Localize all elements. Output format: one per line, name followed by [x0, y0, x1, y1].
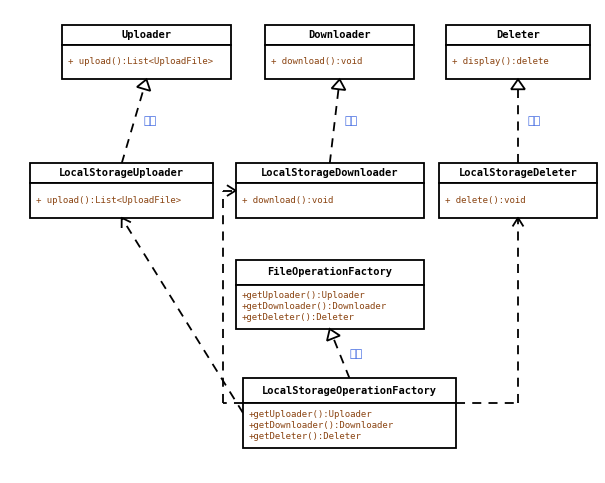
Text: +getDownloader():Downloader: +getDownloader():Downloader — [241, 302, 387, 312]
Text: +getDeleter():Deleter: +getDeleter():Deleter — [249, 432, 362, 441]
Text: + download():void: + download():void — [271, 57, 362, 67]
Polygon shape — [332, 79, 345, 90]
Bar — [30, 163, 214, 183]
Text: 实现: 实现 — [345, 116, 358, 127]
Bar — [235, 183, 424, 218]
Bar — [235, 260, 424, 284]
Text: + display():delete: + display():delete — [452, 57, 549, 67]
Polygon shape — [327, 329, 340, 341]
Text: + download():void: + download():void — [241, 196, 333, 205]
Text: LocalStorageUploader: LocalStorageUploader — [59, 168, 184, 178]
Bar — [446, 44, 590, 79]
Text: LocalStorageDownloader: LocalStorageDownloader — [261, 168, 399, 178]
Bar — [62, 25, 231, 44]
Text: + delete():void: + delete():void — [445, 196, 525, 205]
Bar — [266, 44, 414, 79]
Bar — [235, 163, 424, 183]
Polygon shape — [511, 79, 525, 89]
Text: +getUploader():Uploader: +getUploader():Uploader — [249, 410, 373, 419]
Text: + upload():List<UploadFile>: + upload():List<UploadFile> — [36, 196, 181, 205]
Text: +getDeleter():Deleter: +getDeleter():Deleter — [241, 313, 355, 323]
Text: +getDownloader():Downloader: +getDownloader():Downloader — [249, 421, 394, 430]
Text: 实现: 实现 — [528, 116, 541, 127]
Bar — [243, 378, 456, 403]
Text: +getUploader():Uploader: +getUploader():Uploader — [241, 291, 365, 300]
Text: LocalStorageDeleter: LocalStorageDeleter — [459, 168, 577, 178]
Bar — [243, 403, 456, 448]
Text: Downloader: Downloader — [309, 30, 371, 40]
Bar — [235, 284, 424, 329]
Bar — [439, 183, 597, 218]
Text: + upload():List<UploadFile>: + upload():List<UploadFile> — [68, 57, 214, 67]
Text: 实现: 实现 — [350, 349, 363, 359]
Text: Uploader: Uploader — [122, 30, 171, 40]
Polygon shape — [137, 79, 150, 91]
Bar — [62, 44, 231, 79]
Text: 实现: 实现 — [144, 116, 157, 127]
Bar — [439, 163, 597, 183]
Text: LocalStorageOperationFactory: LocalStorageOperationFactory — [262, 386, 437, 396]
Bar — [266, 25, 414, 44]
Text: FileOperationFactory: FileOperationFactory — [267, 267, 392, 277]
Bar — [446, 25, 590, 44]
Bar — [30, 183, 214, 218]
Text: Deleter: Deleter — [496, 30, 540, 40]
